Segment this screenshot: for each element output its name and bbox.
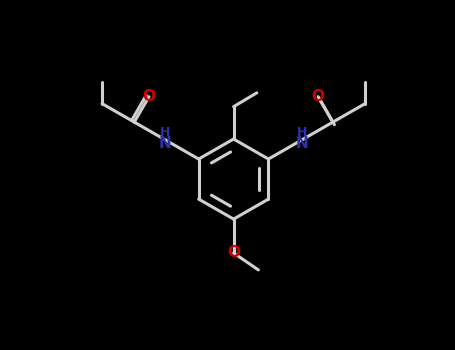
Text: O: O (312, 89, 325, 104)
Text: H: H (297, 126, 308, 139)
Text: O: O (142, 89, 156, 104)
Text: N: N (296, 136, 308, 151)
Text: N: N (158, 136, 171, 151)
Text: H: H (160, 126, 170, 139)
Text: O: O (227, 245, 240, 260)
